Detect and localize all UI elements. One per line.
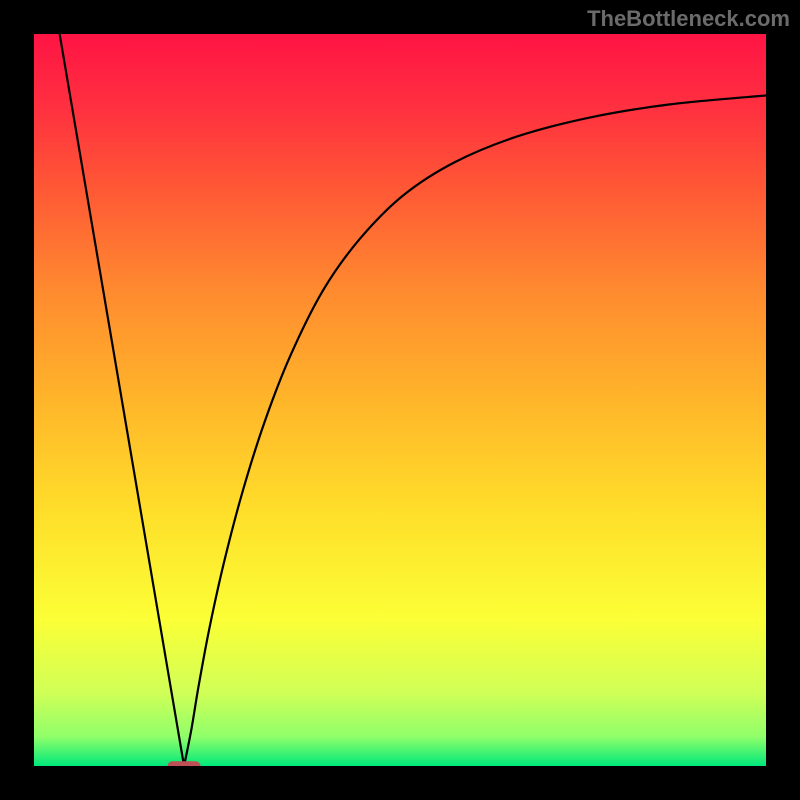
plot-area bbox=[34, 34, 766, 771]
chart-svg bbox=[0, 0, 800, 800]
chart-container: TheBottleneck.com bbox=[0, 0, 800, 800]
plot-background bbox=[34, 34, 766, 766]
